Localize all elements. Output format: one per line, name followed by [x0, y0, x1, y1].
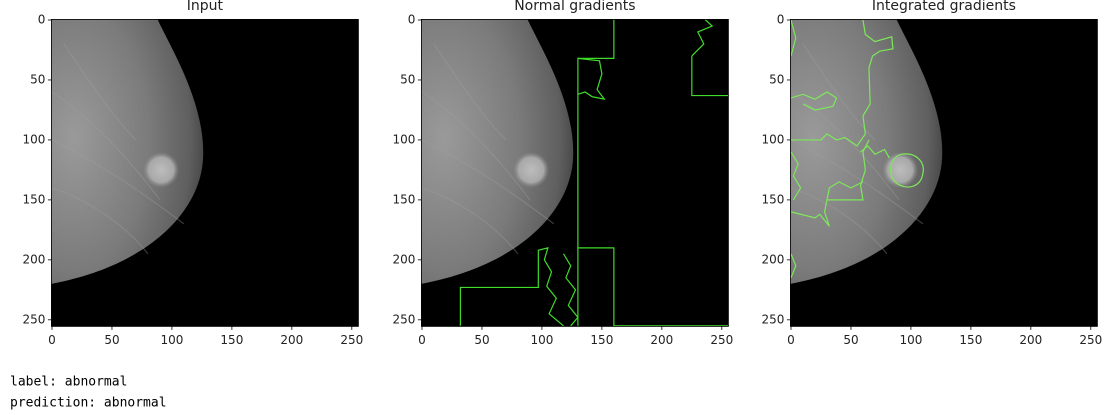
- x-tick-label: 0: [787, 333, 795, 347]
- subplot-title: Normal gradients: [514, 0, 635, 14]
- y-tick-label: 0: [777, 12, 785, 26]
- y-tick-label: 50: [769, 72, 784, 86]
- y-tick-label: 50: [400, 72, 415, 86]
- x-tick-label: 250: [710, 333, 733, 347]
- y-tick-label: 100: [22, 132, 45, 146]
- axes-frame: [51, 18, 359, 327]
- x-tick-label: 150: [959, 333, 982, 347]
- image: [421, 19, 729, 327]
- y-tick-label: 0: [408, 12, 416, 26]
- x-tick-label: 100: [160, 333, 183, 347]
- y-tick-label: 0: [38, 12, 46, 26]
- x-tick-label: 100: [899, 333, 922, 347]
- x-tick-label: 50: [474, 333, 489, 347]
- x-tick-label: 150: [590, 333, 613, 347]
- y-tick-label: 250: [22, 312, 45, 326]
- prediction-text: prediction: abnormal: [10, 396, 167, 411]
- subplot-title: Integrated gradients: [872, 0, 1016, 14]
- label-text: label: abnormal: [10, 375, 127, 390]
- x-tick-label: 50: [843, 333, 858, 347]
- axes-frame: [790, 18, 1098, 327]
- x-tick-label: 200: [1019, 333, 1042, 347]
- y-tick-label: 50: [30, 72, 45, 86]
- x-tick-label: 100: [530, 333, 553, 347]
- y-tick-label: 100: [392, 132, 415, 146]
- x-tick-label: 50: [104, 333, 119, 347]
- x-tick-label: 200: [650, 333, 673, 347]
- x-tick-label: 0: [48, 333, 56, 347]
- y-tick-label: 250: [761, 312, 784, 326]
- y-tick-label: 100: [761, 132, 784, 146]
- subplot-title: Input: [187, 0, 224, 14]
- y-tick-label: 150: [22, 192, 45, 206]
- x-tick-label: 200: [280, 333, 303, 347]
- x-tick-label: 250: [1079, 333, 1102, 347]
- axes-frame: [420, 18, 729, 327]
- x-tick-label: 250: [340, 333, 363, 347]
- y-tick-label: 250: [392, 312, 415, 326]
- y-tick-label: 200: [22, 252, 45, 266]
- x-tick-label: 0: [418, 333, 426, 347]
- y-tick-label: 150: [761, 192, 784, 206]
- x-tick-label: 150: [220, 333, 243, 347]
- y-tick-label: 200: [761, 252, 784, 266]
- image: [51, 19, 359, 327]
- y-tick-label: 150: [392, 192, 415, 206]
- y-tick-label: 200: [392, 252, 415, 266]
- image: [790, 19, 1098, 327]
